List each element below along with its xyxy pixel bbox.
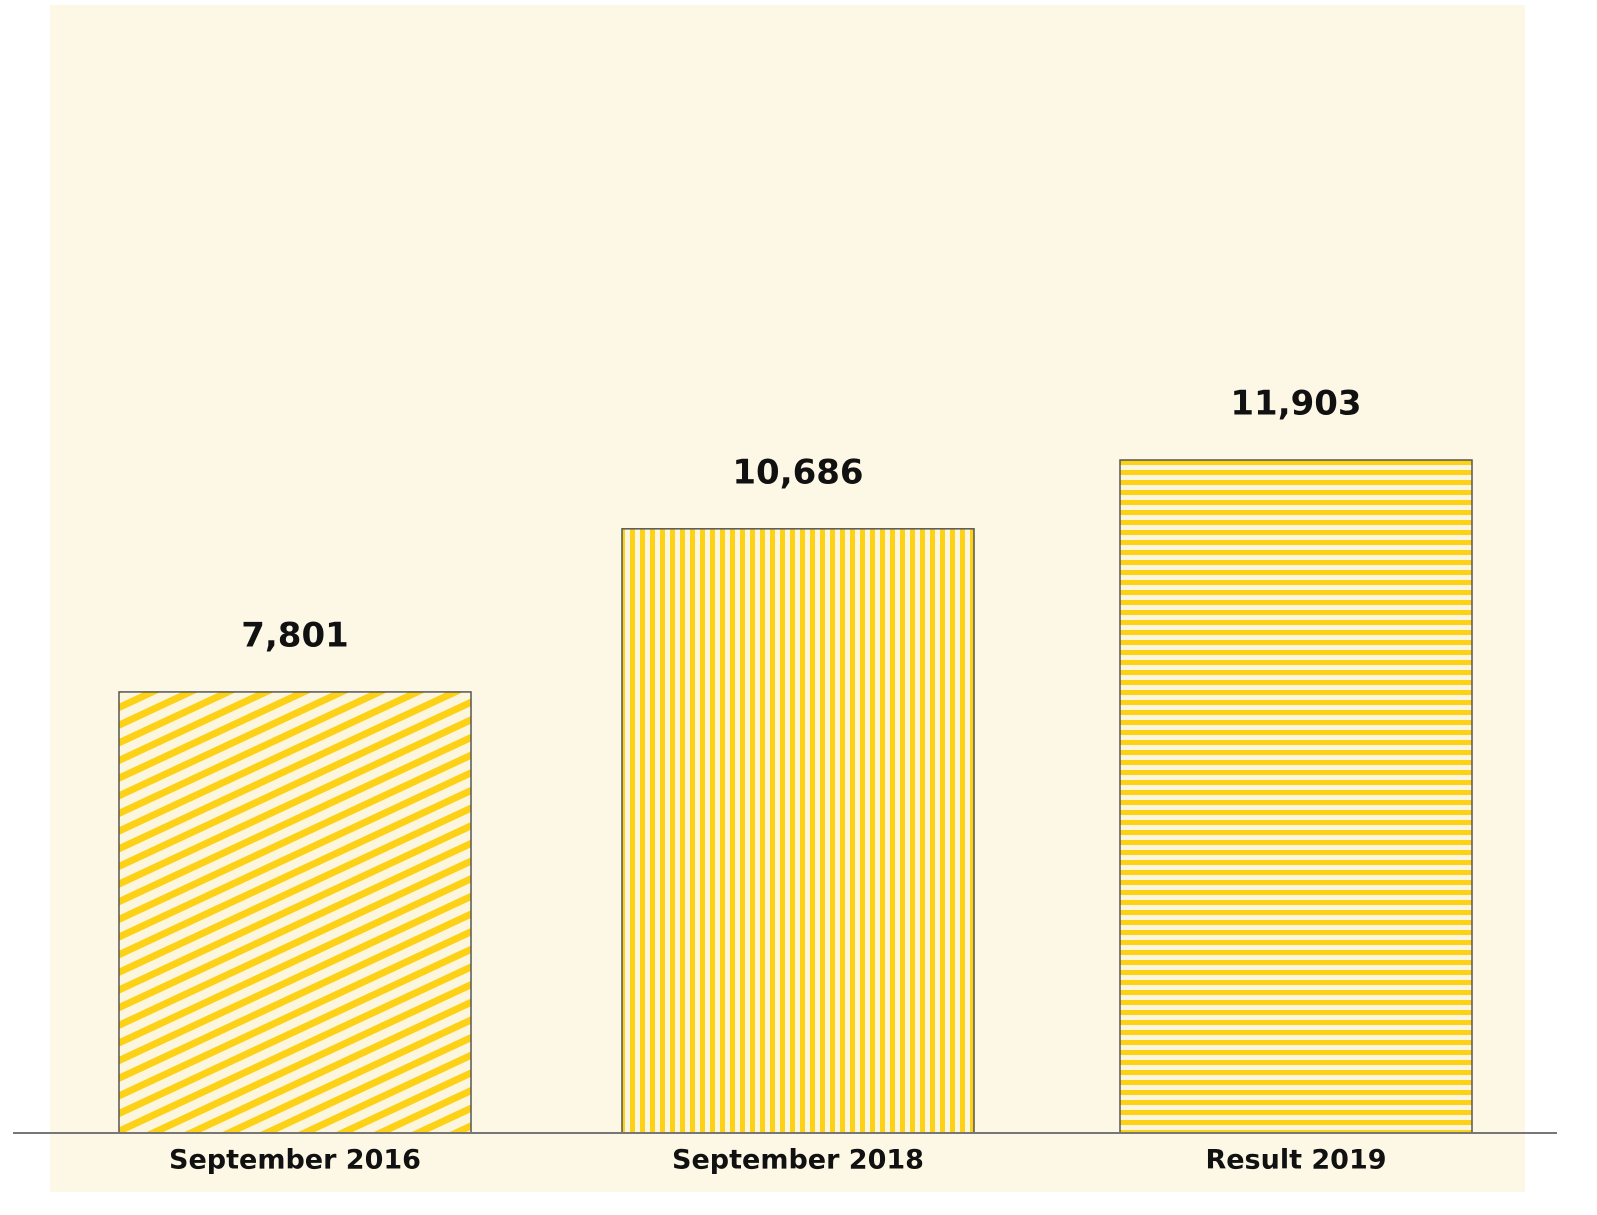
- bar: [1119, 459, 1473, 1134]
- x-tick-label: September 2016: [169, 1145, 421, 1176]
- value-label: 11,903: [1230, 384, 1361, 424]
- value-label: 7,801: [241, 615, 349, 655]
- bar: [621, 528, 975, 1134]
- x-tick-label: Result 2019: [1205, 1145, 1386, 1176]
- bar: [118, 691, 472, 1134]
- x-tick-label: September 2018: [672, 1145, 924, 1176]
- value-label: 10,686: [732, 452, 863, 492]
